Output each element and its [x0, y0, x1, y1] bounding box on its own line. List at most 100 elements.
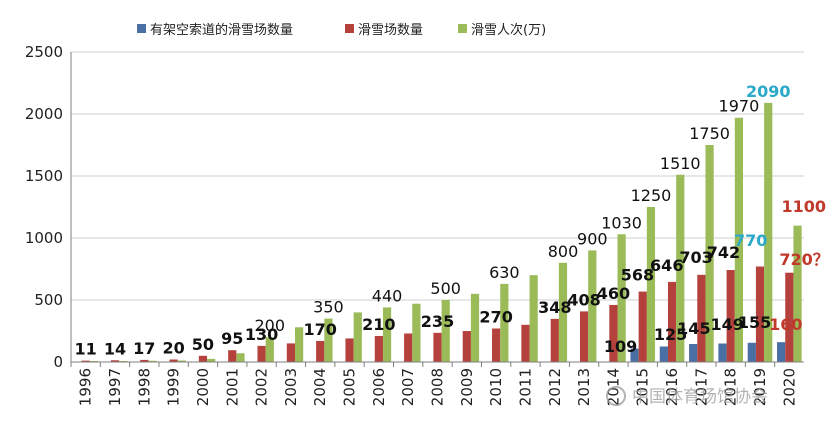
bar-visits: [441, 300, 450, 362]
data-label: 408: [567, 290, 600, 309]
bar-resorts: [169, 359, 178, 362]
data-label: 1100: [782, 197, 827, 216]
x-tick-label: 2004: [311, 368, 329, 406]
bar-cable: [747, 342, 756, 362]
data-label: 160: [769, 315, 802, 334]
bar-resorts: [609, 304, 618, 362]
bar-resorts: [580, 311, 589, 362]
bar-resorts: [198, 355, 208, 362]
bar-resorts: [110, 360, 120, 362]
bar-visits: [207, 358, 216, 362]
data-label: 20: [162, 339, 184, 358]
legend-label: 有架空索道的滑雪场数量: [150, 22, 293, 38]
bar-visits: [265, 337, 274, 362]
bar-visits: [148, 360, 157, 362]
x-tick-label: 1996: [77, 368, 95, 406]
data-label: 568: [621, 266, 654, 285]
bar-resorts: [755, 266, 765, 362]
x-tick-label: 1997: [106, 368, 124, 406]
bar-visits: [353, 312, 362, 362]
data-label: 17: [133, 339, 155, 358]
data-label: 800: [548, 242, 579, 261]
bar-visits: [470, 293, 480, 362]
bar-visits: [529, 275, 538, 362]
data-label: 145: [677, 319, 710, 338]
wechat-icon: [606, 386, 626, 406]
bar-resorts: [492, 328, 501, 362]
data-label: 1030: [601, 213, 642, 232]
bar-visits: [500, 283, 509, 362]
data-labels: 11 14 17 20 50 95 130 170 210 235 2703484084605686…: [75, 82, 829, 359]
data-label: 14: [104, 339, 126, 358]
bar-resorts: [697, 274, 706, 362]
data-label: 500: [430, 279, 461, 298]
bar-resorts: [726, 269, 735, 362]
x-tick-label: 2006: [370, 368, 388, 406]
bar-cable: [718, 343, 727, 362]
data-label: 170: [304, 320, 337, 339]
bar-visits: [676, 174, 685, 362]
y-tick-label: 500: [34, 291, 63, 309]
data-label: 646: [650, 256, 683, 275]
bar-visits: [764, 102, 773, 362]
bar-resorts: [228, 350, 237, 362]
legend-swatch: [345, 24, 354, 33]
x-tick-label: 1998: [135, 368, 153, 406]
bar-resorts: [286, 343, 295, 362]
data-label: 125: [654, 325, 687, 344]
x-tick-label: 2020: [780, 368, 798, 406]
y-tick-label: 1000: [25, 229, 63, 247]
data-label: 1510: [660, 154, 701, 173]
x-tick-label: 2019: [751, 368, 769, 406]
data-label: 630: [489, 263, 520, 282]
data-label: 235: [421, 312, 454, 331]
bar-resorts: [345, 338, 354, 362]
y-tick-label: 2000: [25, 105, 63, 123]
x-tick-label: 1999: [165, 368, 183, 406]
data-label: 2090: [746, 82, 791, 101]
legend-label: 滑雪人次(万): [471, 22, 546, 38]
x-tick-label: 2007: [399, 368, 417, 406]
data-label: 1970: [719, 97, 760, 116]
data-label: 900: [577, 229, 608, 248]
bar-resorts: [638, 291, 647, 362]
data-label: 1750: [689, 124, 730, 143]
watermark-text: 中国体育场馆协会: [632, 387, 768, 407]
x-tick-label: 2018: [722, 368, 740, 406]
bar-cable: [689, 344, 698, 362]
x-tick-label: 2005: [341, 368, 359, 406]
data-label: 130: [245, 325, 278, 344]
x-tick-label: 2013: [575, 368, 593, 406]
x-tick-label: 2003: [282, 368, 300, 406]
bars: [81, 102, 802, 362]
legend-swatch: [458, 24, 467, 33]
data-label: 95: [221, 329, 243, 348]
bar-visits: [588, 250, 597, 362]
bar-resorts: [81, 360, 90, 362]
data-label: 1250: [631, 186, 672, 205]
bar-resorts: [550, 318, 559, 362]
bar-visits: [558, 262, 568, 362]
bar-resorts: [462, 331, 471, 362]
bar-visits: [382, 307, 392, 362]
data-label: 350: [313, 298, 344, 317]
bar-visits: [236, 353, 245, 362]
watermark-group: 中国体育场馆协会: [606, 386, 768, 407]
bar-resorts: [785, 272, 794, 362]
data-label: 720？: [779, 250, 828, 269]
x-tick-label: 2010: [487, 368, 505, 406]
bar-resorts: [257, 345, 266, 362]
bar-resorts: [140, 359, 149, 362]
data-label: 348: [538, 298, 571, 317]
x-tick-label: 2015: [634, 368, 652, 406]
legend: 有架空索道的滑雪场数量 滑雪场数量 滑雪人次(万): [137, 22, 546, 38]
bar-cable: [659, 346, 668, 362]
legend-label: 滑雪场数量: [358, 23, 423, 38]
data-label: 210: [362, 315, 395, 334]
bar-resorts: [316, 340, 325, 362]
x-tick-label: 2012: [546, 368, 564, 406]
x-tick-label: 2002: [253, 368, 271, 406]
x-axis: 1996 1997 1998 1999 2000 2001 2002 2003 2004 2005…: [70, 361, 804, 406]
